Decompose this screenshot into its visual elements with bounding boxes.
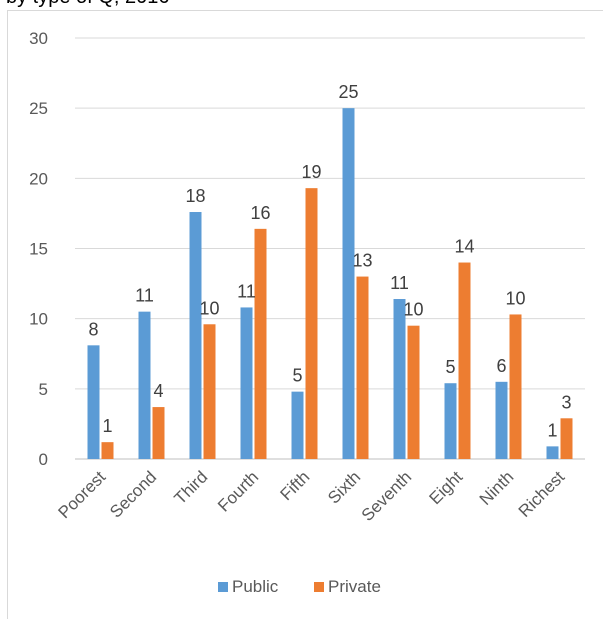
bar-public-poorest (87, 345, 100, 459)
y-tick-label: 10 (29, 310, 48, 329)
data-label: 11 (390, 273, 409, 293)
data-label: 8 (88, 319, 98, 339)
data-label: 18 (185, 186, 205, 206)
x-category-label: Seventh (358, 467, 416, 525)
bar-private-third (203, 324, 216, 459)
x-category-label: Second (106, 467, 160, 521)
bar-public-fifth (291, 391, 304, 459)
chart-title-fragment: by type of Q, 2016 (6, 0, 169, 9)
gridlines (75, 37, 585, 460)
bar-private-eight (458, 262, 471, 459)
bar-public-seventh (393, 299, 406, 459)
y-tick-label: 25 (29, 99, 48, 118)
bars (87, 108, 573, 460)
x-category-label: Richest (515, 467, 569, 521)
y-tick-label: 15 (29, 240, 48, 259)
bar-public-richest (546, 446, 559, 459)
data-label: 19 (301, 162, 321, 182)
x-category-label: Fourth (214, 467, 262, 515)
data-label: 6 (496, 356, 506, 376)
bar-public-eight (444, 383, 457, 459)
bar-private-second (152, 407, 165, 459)
data-label: 10 (505, 288, 525, 308)
x-category-label: Poorest (54, 467, 109, 522)
legend-swatch-public (218, 582, 228, 592)
y-tick-label: 0 (39, 450, 48, 469)
bar-public-sixth (342, 108, 355, 460)
data-label: 1 (547, 420, 557, 440)
legend-label-private: Private (328, 577, 381, 596)
y-tick-label: 20 (29, 169, 48, 188)
data-label: 4 (153, 381, 163, 401)
bar-public-third (189, 212, 202, 459)
data-label: 5 (445, 357, 455, 377)
data-label: 3 (561, 392, 571, 412)
x-category-label: Ninth (476, 467, 517, 508)
bar-private-poorest (101, 442, 114, 459)
x-category-label: Third (171, 467, 212, 508)
bar-private-fifth (305, 188, 318, 459)
y-tick-label: 5 (39, 380, 48, 399)
x-category-label: Eight (425, 467, 466, 508)
bar-public-ninth (495, 381, 508, 459)
data-label: 10 (403, 300, 423, 320)
legend-swatch-private (314, 582, 324, 592)
data-label: 5 (292, 366, 302, 386)
x-category-label: Fifth (277, 467, 314, 504)
x-category-label: Sixth (324, 467, 364, 507)
data-label: 11 (237, 281, 256, 301)
data-label: 10 (199, 298, 219, 318)
data-label: 1 (102, 416, 112, 436)
y-tick-label: 30 (29, 29, 48, 48)
bar-private-sixth (356, 276, 369, 459)
bar-private-richest (560, 418, 573, 459)
data-label: 16 (250, 203, 270, 223)
data-label: 13 (352, 251, 372, 271)
data-label: 11 (135, 286, 154, 306)
bar-public-fourth (240, 307, 253, 459)
y-axis-ticks: 0 5 10 15 20 25 30 (29, 29, 48, 469)
legend: Public Private (218, 577, 381, 596)
bar-private-fourth (254, 228, 267, 459)
bar-public-second (138, 311, 151, 459)
data-label: 25 (338, 82, 358, 102)
bar-private-seventh (407, 325, 420, 459)
legend-label-public: Public (232, 577, 279, 596)
data-label: 14 (454, 237, 474, 257)
bar-private-ninth (509, 314, 522, 459)
chart-frame (7, 10, 603, 619)
